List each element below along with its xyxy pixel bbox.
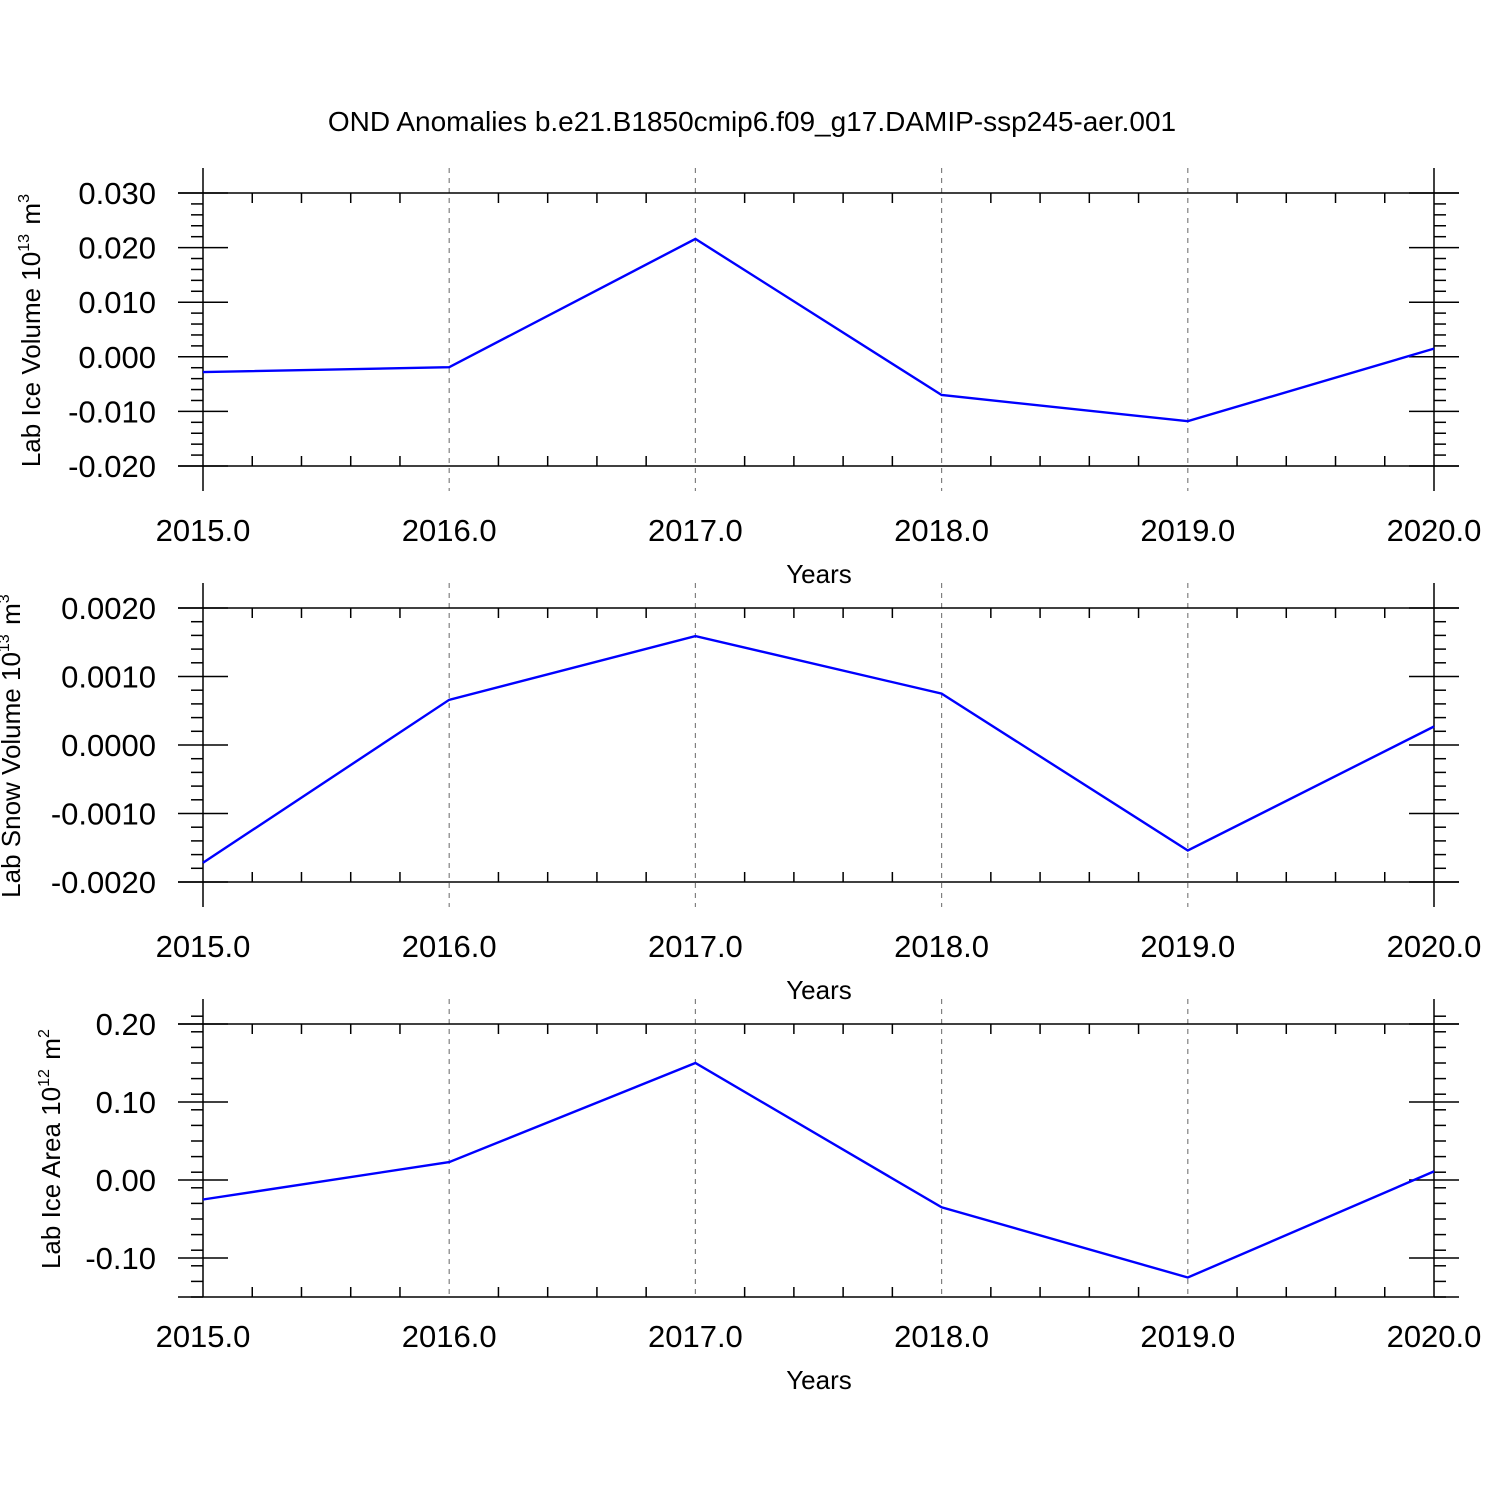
x-tick-label: 2015.0 — [156, 1319, 251, 1354]
x-tick-label: 2017.0 — [648, 513, 743, 548]
y-tick-label: -0.0010 — [51, 797, 156, 832]
y-tick-label: 0.020 — [78, 231, 156, 266]
y-axis-label-part: m — [16, 203, 46, 232]
series-line — [202, 237, 1435, 423]
y-axis-label-part: m — [0, 603, 26, 632]
x-tick-label: 2016.0 — [402, 513, 497, 548]
x-tick-label: 2018.0 — [894, 929, 989, 964]
x-tick-label: 2015.0 — [156, 929, 251, 964]
chart-panel-1: -0.020 -0.010 0.000 0.010 0.020 0.030 2015.0 20… — [16, 168, 1481, 589]
y-tick-label: 0.000 — [78, 340, 156, 375]
y-tick-label: -0.010 — [68, 394, 156, 429]
x-tick-label: 2019.0 — [1140, 929, 1235, 964]
x-tick-label: 2015.0 — [156, 513, 251, 548]
y-axis-label-spacer — [36, 1027, 66, 1029]
y-tick-label: -0.10 — [85, 1241, 156, 1276]
x-axis-label: Years — [786, 1365, 852, 1395]
x-tick-label: 2016.0 — [402, 929, 497, 964]
series-line — [202, 1061, 1435, 1279]
series-line — [202, 634, 1435, 864]
x-axis-label: Years — [786, 559, 852, 589]
x-tick-label: 2017.0 — [648, 929, 743, 964]
figure-title: OND Anomalies b.e21.B1850cmip6.f09_g17.D… — [328, 106, 1176, 137]
y-axis-label-part: m — [36, 1038, 66, 1067]
y-axis-label-spacer — [0, 592, 26, 594]
x-tick-label: 2018.0 — [894, 1319, 989, 1354]
x-tick-label: 2019.0 — [1140, 1319, 1235, 1354]
x-tick-label: 2017.0 — [648, 1319, 743, 1354]
y-axis-label: Lab Ice Volume 1013 m3 — [16, 192, 46, 467]
y-tick-label: 0.030 — [78, 176, 156, 211]
y-axis-label-part: Lab Snow Volume 10 — [0, 652, 26, 898]
y-tick-label: -0.020 — [68, 449, 156, 484]
x-tick-label: 2020.0 — [1387, 513, 1482, 548]
y-axis-label-exponent: 13 — [16, 234, 33, 252]
y-axis-label-part: Lab Ice Volume 10 — [16, 252, 46, 467]
x-tick-label: 2020.0 — [1387, 929, 1482, 964]
chart-panel-3: -0.10 0.00 0.10 0.20 2015.0 2016.0 2017.0 2018.… — [36, 999, 1481, 1395]
y-axis-label-spacer — [16, 192, 46, 194]
y-tick-label: 0.0010 — [61, 660, 156, 695]
x-tick-label: 2020.0 — [1387, 1319, 1482, 1354]
y-axis-label-exponent: 2 — [36, 1029, 53, 1038]
y-axis-label-exponent: 12 — [36, 1069, 53, 1087]
x-axis-label: Years — [786, 975, 852, 1005]
x-tick-label: 2016.0 — [402, 1319, 497, 1354]
chart-panel-2: -0.0020 -0.0010 0.0000 0.0010 0.0020 2015.0 20… — [0, 583, 1481, 1005]
y-axis-label-exponent: 3 — [16, 194, 33, 203]
y-axis-label-exponent: 3 — [0, 594, 13, 603]
y-tick-label: 0.10 — [96, 1085, 156, 1120]
y-axis-label: Lab Snow Volume 1013 m3 — [0, 592, 26, 898]
x-tick-label: 2019.0 — [1140, 513, 1235, 548]
y-tick-label: 0.00 — [96, 1163, 156, 1198]
y-tick-label: 0.0000 — [61, 728, 156, 763]
y-axis-label: Lab Ice Area 1012 m2 — [36, 1027, 66, 1269]
y-axis-label-part: Lab Ice Area 10 — [36, 1087, 66, 1269]
x-tick-label: 2018.0 — [894, 513, 989, 548]
y-tick-label: 0.010 — [78, 285, 156, 320]
y-tick-label: 0.20 — [96, 1007, 156, 1042]
y-axis-label-exponent: 13 — [0, 634, 13, 652]
y-tick-label: 0.0020 — [61, 591, 156, 626]
y-tick-label: -0.0020 — [51, 865, 156, 900]
